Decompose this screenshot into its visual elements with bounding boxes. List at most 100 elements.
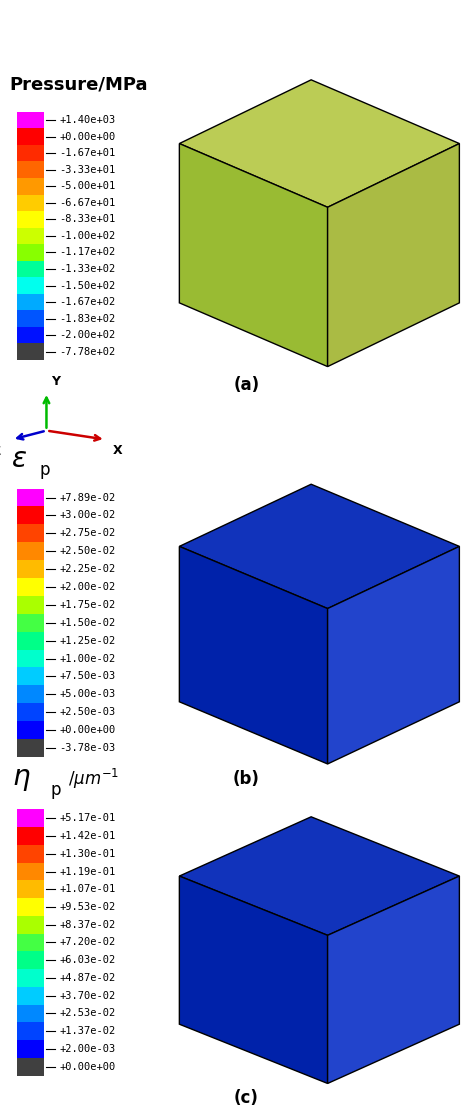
Text: +1.50e-02: +1.50e-02	[59, 618, 116, 627]
Text: -3.78e-03: -3.78e-03	[59, 743, 116, 752]
Text: +8.37e-02: +8.37e-02	[59, 920, 116, 930]
Text: (b): (b)	[233, 770, 260, 788]
Bar	[17, 987, 44, 1005]
Text: -2.00e+02: -2.00e+02	[59, 330, 116, 340]
Bar	[17, 685, 44, 703]
Text: Y: Y	[51, 375, 60, 388]
Bar	[17, 129, 44, 145]
Bar	[17, 951, 44, 969]
Text: (c): (c)	[234, 1089, 259, 1107]
Bar	[17, 1022, 44, 1040]
Text: X: X	[113, 444, 123, 456]
Text: -7.78e+02: -7.78e+02	[59, 347, 116, 357]
Bar	[17, 161, 44, 178]
Bar	[17, 1005, 44, 1022]
Bar	[17, 632, 44, 650]
Text: +1.25e-02: +1.25e-02	[59, 636, 116, 645]
Text: $/\mu m^{-1}$: $/\mu m^{-1}$	[67, 767, 119, 792]
Polygon shape	[328, 547, 459, 764]
Text: +1.40e+03: +1.40e+03	[59, 115, 116, 125]
Polygon shape	[179, 143, 328, 367]
Text: -5.00e+01: -5.00e+01	[59, 181, 116, 191]
Bar	[17, 211, 44, 228]
Text: +0.00e+00: +0.00e+00	[59, 1062, 116, 1072]
Text: Pressure/MPa: Pressure/MPa	[9, 76, 148, 94]
Bar	[17, 489, 44, 506]
Text: +0.00e+00: +0.00e+00	[59, 132, 116, 142]
Bar	[17, 969, 44, 987]
Bar	[17, 311, 44, 326]
Bar	[17, 195, 44, 211]
Bar	[17, 277, 44, 294]
Text: -1.83e+02: -1.83e+02	[59, 314, 116, 323]
Text: +1.19e-01: +1.19e-01	[59, 866, 116, 877]
Text: +1.42e-01: +1.42e-01	[59, 831, 116, 841]
Text: +6.03e-02: +6.03e-02	[59, 955, 116, 965]
Bar	[17, 506, 44, 524]
Text: +1.75e-02: +1.75e-02	[59, 600, 116, 609]
Bar	[17, 703, 44, 721]
Text: -1.17e+02: -1.17e+02	[59, 247, 116, 257]
Polygon shape	[179, 547, 328, 764]
Text: +5.17e-01: +5.17e-01	[59, 813, 116, 823]
Bar	[17, 343, 44, 360]
Text: +3.00e-02: +3.00e-02	[59, 511, 116, 520]
Text: $\mathit{\eta}$: $\mathit{\eta}$	[12, 765, 30, 793]
Text: +9.53e-02: +9.53e-02	[59, 902, 116, 912]
Bar	[17, 244, 44, 260]
Bar	[17, 667, 44, 685]
Text: +2.00e-02: +2.00e-02	[59, 582, 116, 591]
Text: +0.00e+00: +0.00e+00	[59, 726, 116, 735]
Bar	[17, 863, 44, 880]
Bar	[17, 827, 44, 845]
Bar	[17, 578, 44, 596]
Text: +2.50e-03: +2.50e-03	[59, 708, 116, 717]
Bar	[17, 1058, 44, 1076]
Text: p: p	[39, 461, 50, 480]
Bar	[17, 524, 44, 542]
Bar	[17, 880, 44, 898]
Bar	[17, 294, 44, 311]
Polygon shape	[179, 484, 459, 608]
Text: +2.50e-02: +2.50e-02	[59, 547, 116, 556]
Bar	[17, 596, 44, 614]
Bar	[17, 934, 44, 951]
Text: +1.07e-01: +1.07e-01	[59, 884, 116, 894]
Text: p: p	[51, 780, 62, 799]
Polygon shape	[179, 877, 328, 1083]
Bar	[17, 326, 44, 343]
Text: (a): (a)	[233, 376, 260, 394]
Bar	[17, 112, 44, 129]
Text: $\mathit{\varepsilon}$: $\mathit{\varepsilon}$	[11, 445, 27, 473]
Text: +1.00e-02: +1.00e-02	[59, 654, 116, 663]
Bar	[17, 845, 44, 863]
Bar	[17, 739, 44, 757]
Text: +2.00e-03: +2.00e-03	[59, 1044, 116, 1054]
Text: -1.67e+02: -1.67e+02	[59, 297, 116, 307]
Polygon shape	[328, 877, 459, 1083]
Polygon shape	[179, 817, 459, 936]
Text: -1.67e+01: -1.67e+01	[59, 149, 116, 158]
Text: -1.33e+02: -1.33e+02	[59, 264, 116, 274]
Text: +2.53e-02: +2.53e-02	[59, 1008, 116, 1018]
Text: +3.70e-02: +3.70e-02	[59, 991, 116, 1001]
Text: -1.50e+02: -1.50e+02	[59, 281, 116, 291]
Text: Z: Z	[0, 445, 1, 458]
Text: +7.20e-02: +7.20e-02	[59, 938, 116, 947]
Bar	[17, 228, 44, 244]
Bar	[17, 542, 44, 560]
Bar	[17, 809, 44, 827]
Bar	[17, 1040, 44, 1058]
Polygon shape	[328, 143, 459, 367]
Bar	[17, 898, 44, 916]
Bar	[17, 178, 44, 195]
Bar	[17, 650, 44, 667]
Text: +4.87e-02: +4.87e-02	[59, 973, 116, 983]
Text: +2.25e-02: +2.25e-02	[59, 565, 116, 574]
Text: +7.50e-03: +7.50e-03	[59, 672, 116, 681]
Bar	[17, 721, 44, 739]
Bar	[17, 916, 44, 934]
Text: +7.89e-02: +7.89e-02	[59, 493, 116, 502]
Text: -8.33e+01: -8.33e+01	[59, 215, 116, 225]
Text: +1.30e-01: +1.30e-01	[59, 849, 116, 859]
